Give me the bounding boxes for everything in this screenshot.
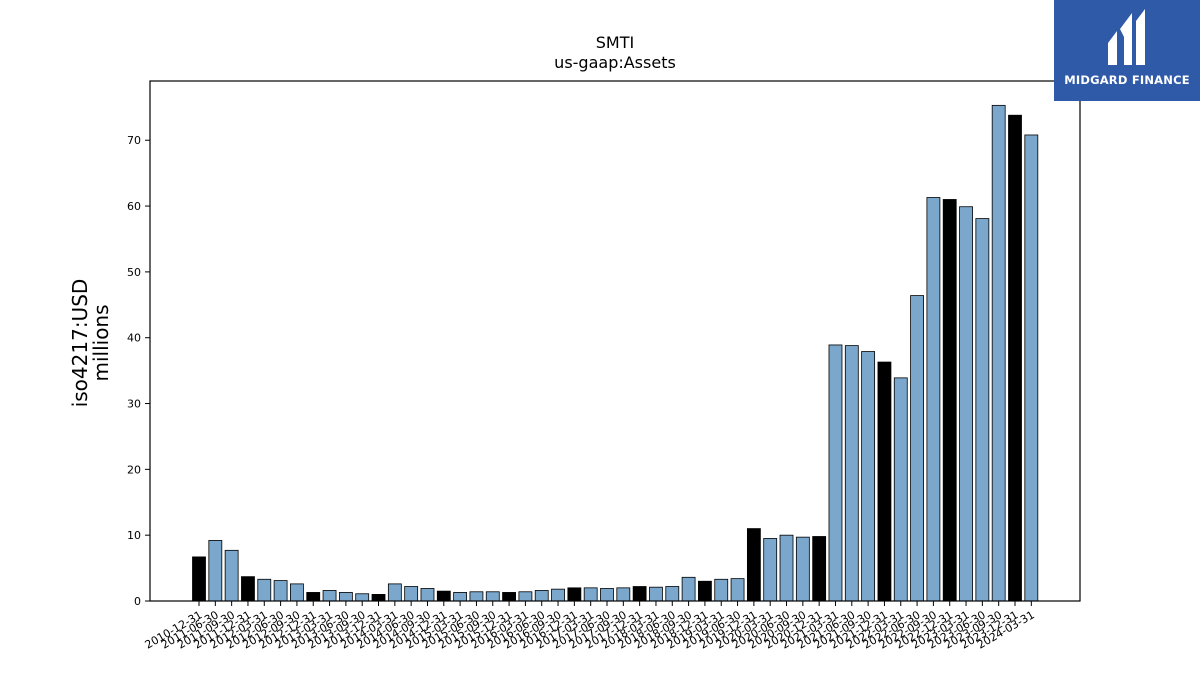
bar-2016-06-30: [534, 590, 549, 602]
bar-2011-12-31: [241, 576, 255, 602]
bar-2019-12-31: [746, 528, 761, 602]
bar-2015-09-30: [485, 591, 500, 602]
bar-2012-06-30: [273, 580, 288, 602]
y-tick-label: 70: [127, 134, 141, 147]
midgard-finance-logo: MIDGARD FINANCE: [1054, 0, 1200, 101]
bar-2017-12-31: [632, 586, 647, 602]
bar-2014-03-31: [387, 583, 402, 602]
bar-2011-06-30: [208, 540, 223, 602]
y-tick-label: 60: [127, 200, 141, 213]
bar-2023-03-31: [959, 206, 973, 602]
bar-2023-12-31: [1008, 114, 1022, 602]
y-tick-label: 50: [127, 266, 141, 279]
bar-2016-03-31: [518, 591, 533, 602]
bar-2010-12-31: [192, 556, 206, 602]
bar-2022-06-30: [910, 295, 924, 602]
bar-2019-03-31: [714, 578, 729, 602]
y-tick-label: 40: [127, 332, 141, 345]
bar-2017-03-31: [583, 587, 598, 602]
y-axis: 0 10 20 30 40 50 60 70: [127, 134, 150, 608]
bar-2014-06-30: [404, 586, 419, 602]
bar-2014-09-30: [420, 588, 435, 602]
chart-subtitle: us-gaap:Assets: [554, 53, 676, 72]
bar-2020-09-30: [795, 536, 810, 602]
bar-2011-09-30: [224, 549, 239, 602]
bars: [192, 104, 1039, 602]
y-axis-label-line2: millions: [89, 304, 113, 381]
chart-title: SMTI: [596, 33, 634, 52]
bar-2020-03-31: [763, 538, 778, 602]
bar-2016-09-30: [551, 588, 565, 602]
bar-2020-06-30: [779, 534, 794, 602]
bar-2016-12-31: [567, 587, 582, 602]
bar-2018-06-30: [665, 586, 680, 602]
bar-2018-12-31: [698, 580, 712, 602]
bar-2019-06-30: [730, 578, 745, 602]
bar-2024-03-31: [1024, 134, 1039, 602]
bar-2017-06-30: [600, 588, 614, 602]
y-axis-label-line1: iso4217:USD: [68, 279, 92, 408]
bar-2014-12-31: [436, 590, 451, 602]
bar-2013-06-30: [338, 592, 353, 602]
bar-2012-12-31: [306, 592, 321, 602]
y-tick-label: 10: [127, 529, 141, 542]
y-axis-label: iso4217:USD millions: [68, 279, 113, 408]
bar-2015-06-30: [469, 591, 484, 602]
bar-2013-09-30: [355, 593, 370, 602]
plot-frame: [149, 80, 1081, 602]
bar-2013-12-31: [371, 594, 386, 602]
bar-2021-12-31: [877, 361, 892, 602]
y-tick-label: 30: [127, 398, 141, 411]
y-tick-label: 0: [134, 595, 141, 608]
bar-2015-03-31: [453, 592, 468, 602]
bar-2023-06-30: [975, 218, 990, 602]
y-tick-label: 20: [127, 463, 141, 476]
bar-2020-12-31: [812, 536, 827, 602]
bar-2021-09-30: [861, 351, 876, 602]
bar-2018-03-31: [649, 586, 663, 602]
bar-2018-09-30: [681, 576, 696, 602]
bar-2021-06-30: [844, 345, 859, 602]
bar-2023-09-30: [991, 104, 1006, 602]
x-axis: 2010-12-312011-06-302011-09-302011-12-31…: [143, 601, 1037, 652]
bar-2015-12-31: [502, 592, 516, 602]
logo-mark-icon: [1108, 9, 1145, 65]
bar-2022-12-31: [942, 199, 957, 602]
bar-2022-09-30: [926, 197, 941, 602]
bar-2012-03-31: [257, 578, 272, 602]
bar-2021-03-31: [828, 344, 843, 602]
bar-2013-03-31: [322, 590, 337, 602]
bar-2012-09-30: [290, 583, 304, 602]
bar-2017-09-30: [616, 587, 631, 602]
bar-2022-03-31: [893, 377, 908, 602]
logo-text: MIDGARD FINANCE: [1064, 73, 1190, 87]
